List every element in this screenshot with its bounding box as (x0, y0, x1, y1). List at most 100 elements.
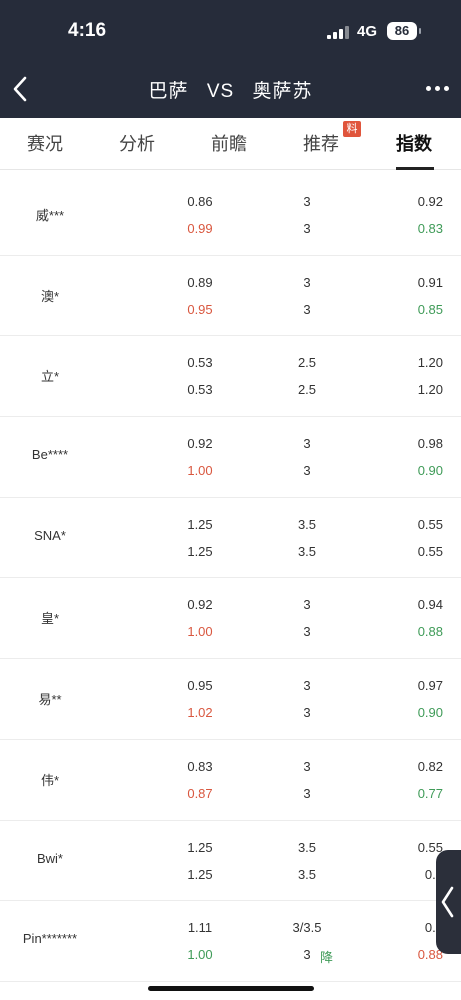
initial-away-odds: 0.82 (417, 758, 443, 774)
odds-row[interactable]: Bwi* 1.25 1.25 3.5 3.5 0.55 0.5 (0, 821, 461, 902)
current-home-odds: 0.87 (187, 785, 213, 801)
company-name: 伟* (40, 772, 60, 788)
home-indicator[interactable] (148, 986, 314, 991)
tab-bar: 赛况 分析 前瞻 推荐 指数 (0, 118, 461, 170)
current-handicap: 3 (303, 624, 311, 640)
initial-home-odds: 0.86 (187, 194, 213, 209)
current-handicap: 2.5 (297, 382, 317, 398)
initial-handicap: 2.5 (297, 355, 317, 371)
more-dots-icon (426, 86, 431, 91)
current-home-odds: 0.99 (187, 221, 213, 236)
company-name: 威*** (35, 208, 65, 223)
company-name: 皇* (40, 611, 60, 627)
initial-home-odds: 1.11 (187, 920, 213, 936)
tab-analysis[interactable]: 分析 (119, 134, 155, 154)
current-home-odds: 1.25 (187, 543, 213, 559)
network-type: 4G (357, 23, 378, 40)
odds-row[interactable]: 澳* 0.89 0.95 3 3 0.91 0.85 (0, 256, 461, 337)
tab-odds[interactable]: 指数 (396, 134, 432, 154)
initial-home-odds: 0.92 (187, 597, 213, 613)
initial-away-odds: 1.20 (417, 355, 443, 371)
more-button[interactable] (424, 79, 452, 99)
company-name: 立* (40, 369, 60, 385)
back-button[interactable] (10, 75, 32, 103)
initial-away-odds: 0.97 (417, 678, 443, 694)
initial-handicap: 3 (303, 274, 311, 290)
initial-away-odds: 0.55 (417, 516, 443, 532)
away-team: 奥萨苏 (252, 81, 313, 102)
initial-home-odds: 0.89 (187, 274, 213, 290)
current-handicap: 3 (303, 705, 311, 721)
company-name: SNA* (34, 527, 66, 543)
top-bar: 4:16 4G 86 巴萨 VS 奥萨苏 (0, 0, 461, 118)
status-time: 4:16 (68, 20, 107, 41)
current-home-odds: 1.00 (187, 463, 213, 479)
current-home-odds: 0.53 (187, 382, 213, 398)
initial-handicap: 3/3.5 (292, 920, 322, 936)
current-handicap: 3 (303, 785, 311, 801)
initial-handicap: 3.5 (297, 839, 317, 855)
tab-match-status[interactable]: 赛况 (27, 134, 63, 154)
current-handicap: 3.5 (297, 543, 317, 559)
odds-list: 威*** 0.86 0.99 3 3 0.92 0.83 澳* 0.89 0.95 3 3 0.91 0.… (0, 175, 461, 982)
current-away-odds: 0.88 (417, 947, 443, 963)
company-name: Bwi* (36, 850, 63, 866)
current-home-odds: 1.25 (187, 866, 213, 882)
current-away-odds: 1.20 (417, 382, 443, 398)
more-dot (444, 86, 449, 91)
current-handicap: 3.5 (297, 866, 317, 882)
company-name: Pin******* (22, 931, 78, 947)
initial-home-odds: 1.25 (187, 839, 213, 855)
more-dot (435, 86, 440, 91)
initial-home-odds: 0.53 (187, 355, 213, 371)
initial-away-odds: 0.94 (417, 597, 443, 613)
odds-row[interactable]: 易** 0.95 1.02 3 3 0.97 0.90 (0, 659, 461, 740)
current-away-odds: 0.90 (417, 463, 443, 479)
current-handicap: 3 (303, 221, 311, 236)
odds-row[interactable]: 皇* 0.92 1.00 3 3 0.94 0.88 (0, 578, 461, 660)
odds-row[interactable]: Pin******* 1.11 1.00 3/3.5 3 0.7 0.88 降 (0, 901, 461, 982)
tab-badge: 料 (343, 121, 361, 137)
initial-away-odds: 0.98 (417, 436, 443, 452)
odds-row[interactable]: 立* 0.53 0.53 2.5 2.5 1.20 1.20 (0, 336, 461, 418)
initial-home-odds: 1.25 (187, 516, 213, 532)
current-home-odds: 0.95 (187, 301, 213, 317)
current-away-odds: 0.88 (417, 624, 443, 640)
match-title: 巴萨 VS 奥萨苏 (0, 76, 461, 103)
initial-handicap: 3.5 (297, 516, 317, 532)
initial-home-odds: 0.92 (187, 436, 213, 452)
current-away-odds: 0.83 (417, 221, 443, 236)
current-handicap: 3 (303, 463, 311, 479)
initial-away-odds: 0.55 (417, 839, 443, 855)
current-handicap: 3 (303, 301, 311, 317)
initial-handicap: 3 (303, 194, 311, 209)
odds-row[interactable]: 伟* 0.83 0.87 3 3 0.82 0.77 (0, 740, 461, 821)
tab-recommend[interactable]: 推荐 (303, 134, 339, 154)
initial-home-odds: 0.83 (187, 758, 213, 774)
battery-tip (419, 28, 421, 34)
current-away-odds: 0.90 (417, 705, 443, 721)
initial-home-odds: 0.95 (187, 678, 213, 694)
current-handicap: 3 (303, 947, 311, 963)
tab-preview[interactable]: 前瞻 (211, 134, 247, 154)
battery-icon: 86 (387, 22, 417, 40)
initial-away-odds: 0.91 (417, 274, 443, 290)
side-drawer-handle[interactable] (436, 850, 461, 954)
current-away-odds: 0.55 (417, 543, 443, 559)
company-name: Be**** (31, 447, 69, 463)
current-away-odds: 0.77 (417, 785, 443, 801)
company-name: 易** (38, 692, 62, 708)
chevron-left-icon (13, 76, 27, 102)
signal-icon (327, 26, 349, 39)
initial-handicap: 3 (303, 678, 311, 694)
active-tab-indicator (396, 167, 434, 170)
change-label: 降 (320, 950, 334, 966)
current-home-odds: 1.02 (187, 705, 213, 721)
initial-handicap: 3 (303, 436, 311, 452)
initial-handicap: 3 (303, 597, 311, 613)
odds-row[interactable]: SNA* 1.25 1.25 3.5 3.5 0.55 0.55 (0, 498, 461, 579)
initial-handicap: 3 (303, 758, 311, 774)
vs-label: VS (206, 81, 235, 102)
odds-row[interactable]: 威*** 0.86 0.99 3 3 0.92 0.83 (0, 175, 461, 256)
odds-row[interactable]: Be**** 0.92 1.00 3 3 0.98 0.90 (0, 417, 461, 498)
